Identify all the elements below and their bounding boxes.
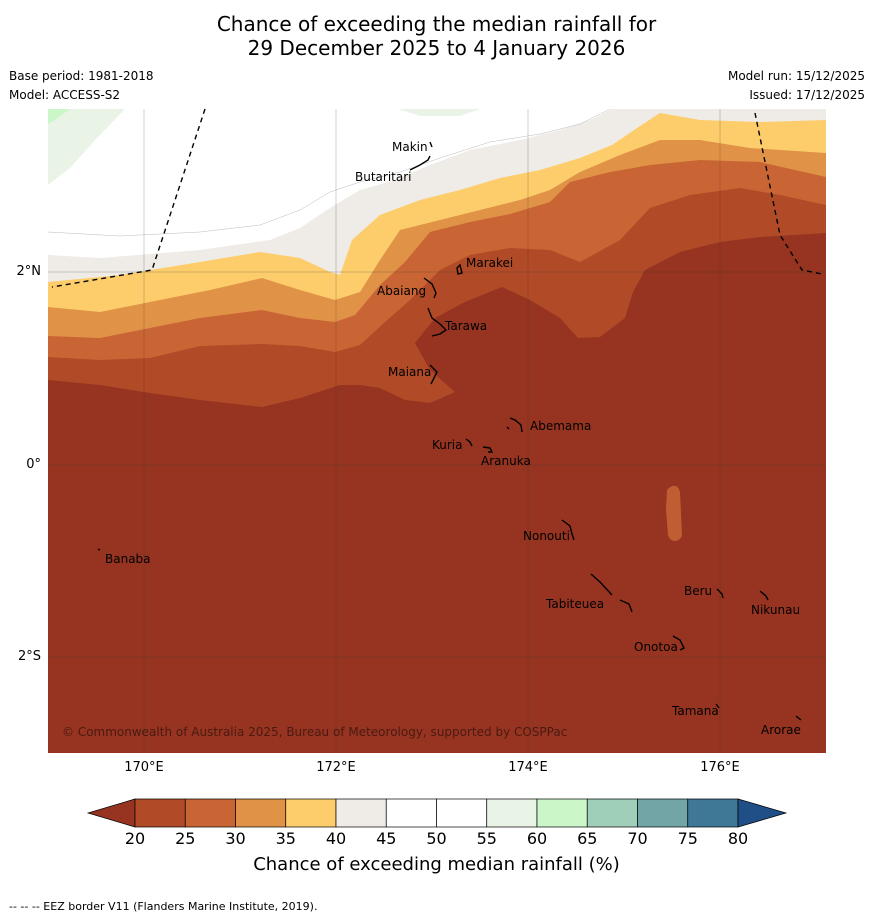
label-tarawa: Tarawa [444, 319, 487, 333]
colorbar-label-45: 45 [376, 829, 397, 848]
colorbar-label-40: 40 [325, 829, 347, 848]
rainfall-contours [48, 109, 826, 753]
band-below-20 [48, 233, 826, 753]
copyright-notice: © Commonwealth of Australia 2025, Bureau… [62, 725, 567, 739]
colorbar-label-35: 35 [275, 829, 296, 848]
label-nikunau: Nikunau [751, 603, 800, 617]
eez-border [51, 108, 823, 288]
model-name: Model: ACCESS-S2 [9, 88, 121, 102]
label-marakei: Marakei [466, 256, 513, 270]
band-55-60-nw [48, 109, 125, 185]
eez-footnote: -- -- -- EEZ border V11 (Flanders Marine… [9, 900, 318, 913]
colorbar-bin-30-35 [235, 798, 287, 828]
colorbar-extend-low [86, 798, 136, 828]
label-beru: Beru [684, 584, 712, 598]
label-tabiteuea: Tabiteuea [545, 597, 604, 611]
band-60-65-nw [48, 109, 70, 124]
colorbar-label-70: 70 [627, 829, 648, 848]
metadata-right: Model run: 15/12/2025 Issued: 17/12/2025 [728, 69, 865, 107]
island-onotoa [672, 635, 685, 651]
metadata-left: Base period: 1981-2018 Model: ACCESS-S2 [9, 69, 154, 107]
island-maiana [429, 364, 438, 385]
colorbar-bin-35-40 [285, 798, 337, 828]
lon-tick-172e: 172°E [316, 760, 356, 775]
colorbar-label-55: 55 [476, 829, 497, 848]
colorbar-label-25: 25 [175, 829, 196, 848]
colorbar-bin-75-80 [687, 798, 739, 828]
island-abemama [509, 417, 523, 433]
colorbar-label-20: 20 [124, 829, 146, 848]
islands [97, 141, 802, 721]
colorbar-label-80: 80 [727, 829, 749, 848]
label-aranuka: Aranuka [481, 454, 531, 468]
island-nikunau [759, 590, 769, 601]
colorbar-bin-70-75 [637, 798, 689, 828]
island-tamana [715, 703, 720, 709]
island-tabiteuea-south [619, 599, 633, 613]
island-abemama-islet [506, 426, 510, 430]
island-kuria [465, 438, 473, 447]
base-period: Base period: 1981-2018 [9, 69, 154, 83]
island-nonouti [561, 519, 575, 541]
title-line-2: 29 December 2025 to 4 January 2026 [247, 36, 626, 60]
label-nonouti: Nonouti [523, 529, 570, 543]
lon-tick-174e: 174°E [508, 760, 548, 775]
lon-tick-170e: 170°E [124, 760, 164, 775]
colorbar-label-30: 30 [225, 829, 246, 848]
label-kuria: Kuria [432, 438, 463, 452]
graticule [48, 109, 826, 753]
island-arorae [795, 715, 802, 721]
label-abemama: Abemama [530, 419, 591, 433]
band-20-25-pocket [666, 485, 682, 541]
colorbar [86, 798, 788, 828]
colorbar-title: Chance of exceeding median rainfall (%) [253, 854, 620, 875]
title-line-1: Chance of exceeding the median rainfall … [216, 12, 657, 36]
colorbar-label-65: 65 [577, 829, 598, 848]
island-butaritari [409, 155, 431, 171]
map-title: Chance of exceeding the median rainfall … [0, 12, 873, 60]
colorbar-extend-high [737, 798, 788, 828]
colorbar-bin-25-30 [184, 798, 236, 828]
place-labels: Makin Butaritari Marakei Abaiang Tarawa … [105, 140, 801, 737]
colorbar-label-75: 75 [677, 829, 698, 848]
lon-tick-176e: 176°E [700, 760, 740, 775]
issued-date: Issued: 17/12/2025 [749, 88, 865, 102]
island-tarawa [427, 307, 448, 337]
island-marakei [456, 263, 463, 275]
island-beru [716, 588, 724, 599]
colorbar-bin-20-25 [134, 798, 186, 828]
label-arorae: Arorae [761, 723, 801, 737]
label-onotoa: Onotoa [634, 640, 678, 654]
label-makin: Makin [392, 140, 428, 154]
contour-line-top [48, 109, 611, 237]
island-tabiteuea [590, 573, 613, 596]
island-aranuka [482, 446, 494, 453]
label-tamana: Tamana [671, 704, 719, 718]
colorbar-bin-55-60 [486, 798, 538, 828]
lat-tick-0: 0° [26, 457, 41, 472]
band-55-60-top [398, 109, 480, 116]
colorbar-bin-50-55 [436, 798, 488, 828]
colorbar-bin-40-45 [335, 798, 387, 828]
lat-tick-2s: 2°S [17, 649, 41, 664]
island-makin [429, 141, 433, 148]
island-banaba [97, 548, 101, 551]
label-maiana: Maiana [388, 365, 431, 379]
colorbar-label-50: 50 [426, 829, 447, 848]
colorbar-label-60: 60 [526, 829, 548, 848]
lat-tick-2n: 2°N [16, 264, 42, 279]
label-butaritari: Butaritari [355, 170, 412, 184]
model-run: Model run: 15/12/2025 [727, 69, 865, 83]
label-banaba: Banaba [105, 552, 151, 566]
colorbar-bin-60-65 [536, 798, 588, 828]
island-abaiang [423, 277, 437, 299]
label-abaiang: Abaiang [377, 284, 426, 298]
colorbar-bin-45-50 [385, 798, 437, 828]
colorbar-bin-65-70 [586, 798, 638, 828]
